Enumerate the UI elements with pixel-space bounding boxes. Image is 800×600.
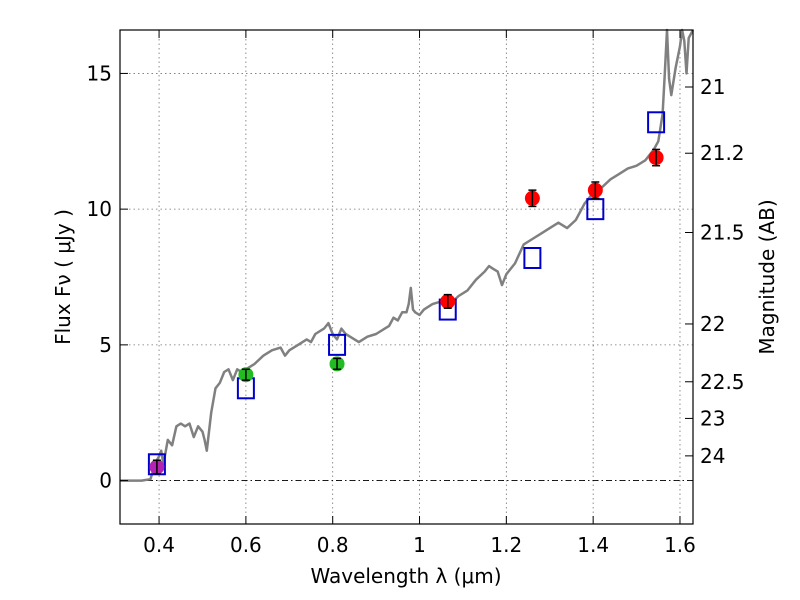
y-tick-label: 5 [99,333,112,357]
spectrum-line [120,28,695,482]
mag-tick-label: 22.5 [700,370,745,394]
magnitude-ticks: 21 21.2 21.5 22 22.5 23 24 [685,75,745,468]
mag-tick-label: 22 [700,312,725,336]
model-square-marker [647,111,666,134]
model-square-marker [523,247,542,269]
x-tick-label: 1.6 [664,533,696,557]
model-photometry [147,111,666,476]
y-tick-label: 15 [87,61,112,85]
x-tick-label: 0.6 [230,533,262,557]
x-tick-label: 1.4 [577,533,609,557]
y-tick-label: 0 [99,469,112,493]
x-tick-label: 1 [413,533,426,557]
x-ticks: 0.4 0.6 0.8 1 1.2 1.4 1.6 [143,30,696,557]
model-square-marker [328,333,347,356]
mag-tick-label: 24 [700,444,725,468]
plot-frame [119,29,694,525]
x-axis-title: Wavelength λ (μm) [310,564,501,588]
mag-tick-label: 21.5 [700,220,745,244]
y-ticks: 0 5 10 15 [87,61,128,493]
x-tick-label: 0.8 [317,533,349,557]
x-tick-label: 1.2 [490,533,522,557]
mag-tick-label: 23 [700,406,725,430]
mag-tick-label: 21 [700,75,725,99]
observed-photometry [149,148,664,475]
y-tick-label: 10 [87,197,112,221]
mag-tick-label: 21.2 [700,141,745,165]
y-axis-title: Flux Fν ( μJy ) [51,209,75,345]
model-square-marker [586,198,605,221]
x-tick-label: 0.4 [143,533,175,557]
right-axis-title: Magnitude (AB) [755,199,779,354]
